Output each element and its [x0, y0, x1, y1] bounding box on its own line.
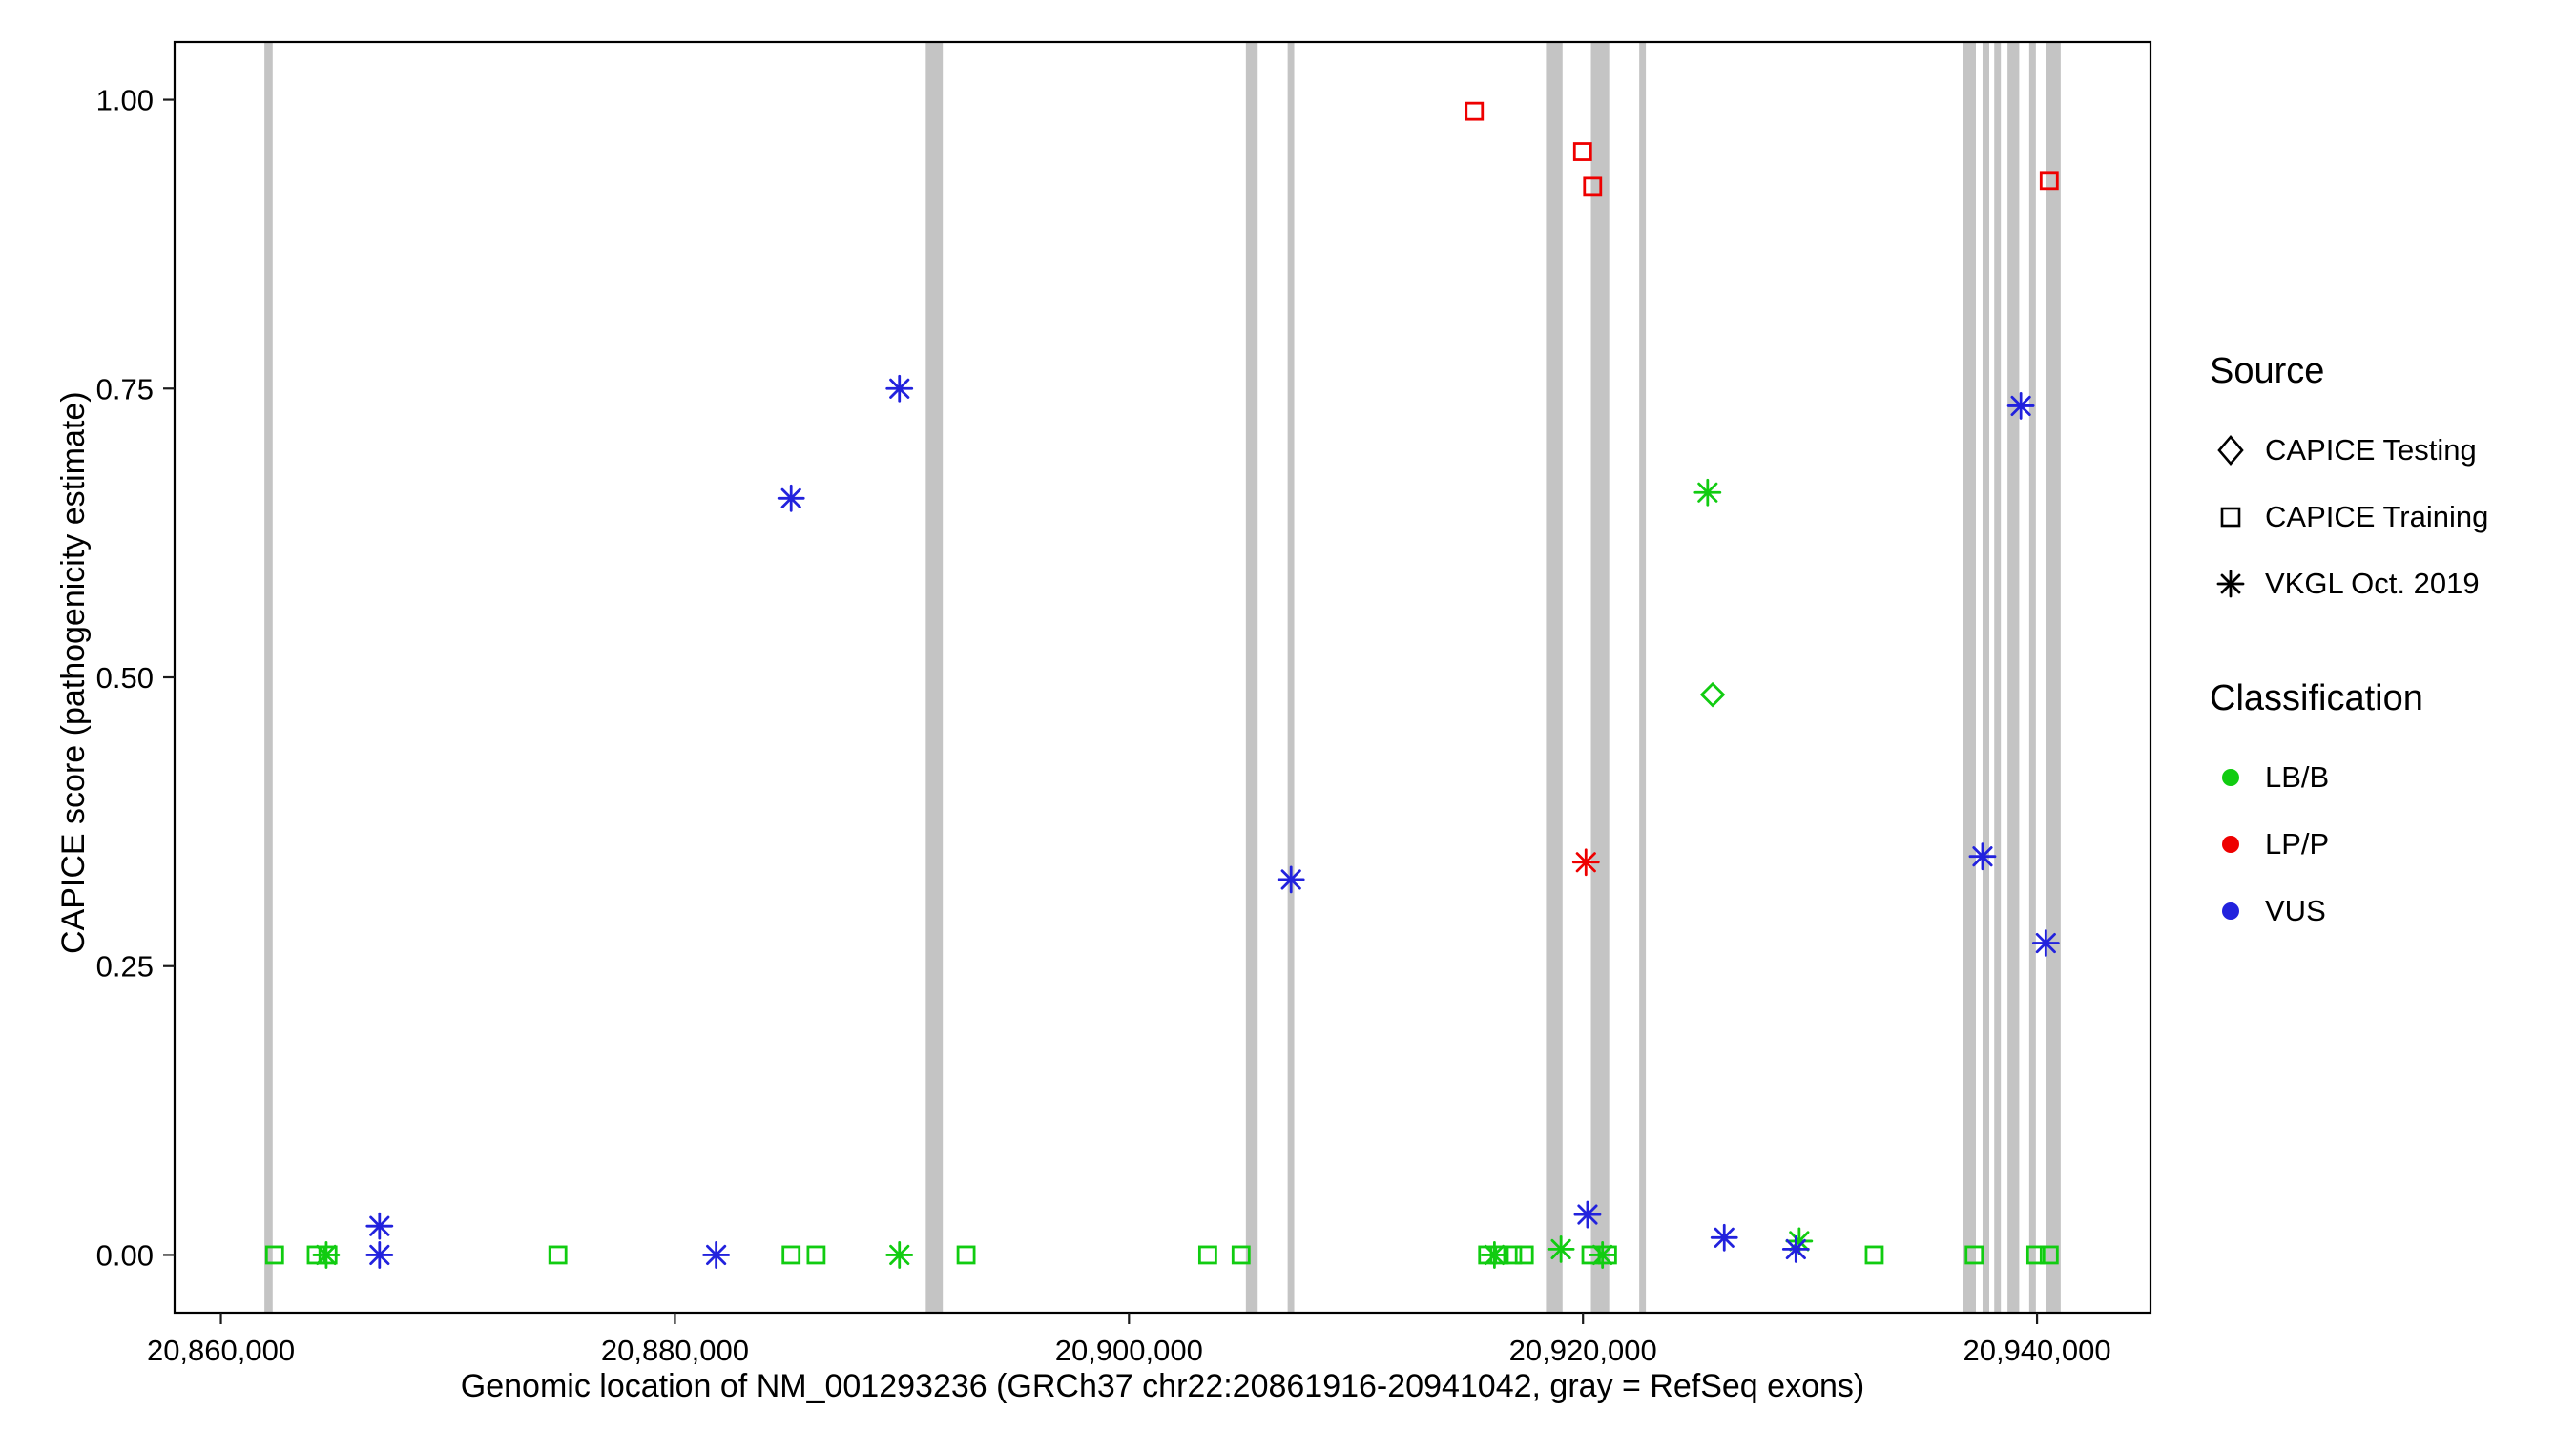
- x-tick-label: 20,920,000: [1509, 1334, 1657, 1367]
- data-point: [1964, 1245, 1984, 1265]
- data-point: [1572, 142, 1592, 161]
- exon-bar: [1982, 42, 1989, 1313]
- data-point: [1972, 846, 1993, 867]
- data-point: [1583, 176, 1603, 197]
- data-point: [1697, 482, 1718, 503]
- exon-bar: [1245, 42, 1258, 1313]
- data-point: [806, 1245, 826, 1265]
- y-tick-label: 0.00: [96, 1238, 154, 1272]
- legend-label: VUS: [2265, 894, 2326, 927]
- data-point: [2039, 1245, 2059, 1265]
- legend-item-lbb: LB/B: [2210, 744, 2488, 811]
- exon-bar: [1639, 42, 1647, 1313]
- data-point: [264, 1245, 284, 1265]
- diamond-icon: [2217, 435, 2244, 466]
- legend-classification-title: Classification: [2210, 678, 2423, 718]
- legend-label: CAPICE Testing: [2265, 433, 2477, 467]
- data-point: [2010, 395, 2031, 417]
- data-point: [1465, 101, 1485, 121]
- exon-bar: [1994, 42, 2002, 1313]
- x-tick-label: 20,880,000: [601, 1334, 749, 1367]
- data-point: [1280, 869, 1301, 890]
- data-point: [1577, 1204, 1598, 1225]
- data-point: [706, 1244, 727, 1266]
- y-tick-label: 1.00: [96, 84, 154, 117]
- data-point: [1514, 1245, 1534, 1265]
- data-point: [1197, 1245, 1217, 1265]
- y-axis-title: CAPICE score (pathogenicity estimate): [55, 391, 92, 954]
- legend-item-capice-testing: CAPICE Testing: [2210, 417, 2488, 484]
- data-point: [2039, 171, 2059, 191]
- legend-source-title: Source: [2210, 351, 2325, 391]
- legend-classification: Classification LB/B LP/P VUS: [2210, 678, 2488, 944]
- legend: Source CAPICE Testing CAPICE Training: [2210, 351, 2488, 1006]
- legend-source: Source CAPICE Testing CAPICE Training: [2210, 351, 2488, 617]
- legend-label: LB/B: [2265, 760, 2330, 794]
- exon-bar: [2028, 42, 2036, 1313]
- data-point: [548, 1245, 568, 1265]
- exon-bar: [1963, 42, 1976, 1313]
- asterisk-icon: [2216, 570, 2245, 598]
- legend-item-capice-training: CAPICE Training: [2210, 484, 2488, 550]
- data-point: [1231, 1245, 1251, 1265]
- data-point: [1592, 1244, 1613, 1266]
- x-tick-label: 20,860,000: [147, 1334, 295, 1367]
- x-tick-label: 20,900,000: [1055, 1334, 1203, 1367]
- x-axis-title: Genomic location of NM_001293236 (GRCh37…: [460, 1368, 1865, 1404]
- data-point: [1864, 1245, 1884, 1265]
- exon-bar: [925, 42, 944, 1313]
- legend-item-lpp: LP/P: [2210, 811, 2488, 878]
- data-point: [369, 1215, 390, 1236]
- chart-svg: 20,860,000 20,880,000 20,900,000 20,920,000…: [96, 40, 2152, 1367]
- data-point: [1699, 681, 1726, 708]
- legend-item-vus: VUS: [2210, 878, 2488, 944]
- y-tick-label: 0.25: [96, 950, 154, 984]
- circle-icon: [2222, 902, 2239, 920]
- data-point: [369, 1244, 390, 1266]
- y-tick-label: 0.75: [96, 372, 154, 405]
- plot-panel-border: [173, 40, 2152, 1315]
- data-point: [1714, 1227, 1735, 1248]
- exon-bar: [1590, 42, 1610, 1313]
- data-point: [780, 487, 801, 508]
- y-tick-label: 0.50: [96, 661, 154, 695]
- data-point: [781, 1245, 801, 1265]
- exon-bar: [2007, 42, 2020, 1313]
- data-point: [889, 1244, 910, 1266]
- exon-bar: [264, 42, 273, 1313]
- data-point: [316, 1244, 337, 1266]
- data-point: [1785, 1238, 1806, 1259]
- legend-label: CAPICE Training: [2265, 500, 2489, 533]
- exon-bar: [1546, 42, 1563, 1313]
- square-icon: [2220, 507, 2241, 528]
- data-point: [889, 378, 910, 399]
- data-point: [956, 1245, 976, 1265]
- legend-label: VKGL Oct. 2019: [2265, 567, 2480, 600]
- circle-icon: [2222, 769, 2239, 786]
- data-point: [1575, 852, 1596, 873]
- data-point: [1484, 1244, 1505, 1266]
- legend-item-vkgl: VKGL Oct. 2019: [2210, 550, 2488, 617]
- circle-icon: [2222, 836, 2239, 853]
- data-point: [1550, 1238, 1571, 1259]
- data-point: [2025, 1245, 2046, 1265]
- exon-bar: [1287, 42, 1295, 1313]
- legend-label: LP/P: [2265, 827, 2330, 861]
- data-point: [2035, 932, 2056, 954]
- x-tick-label: 20,940,000: [1963, 1334, 2110, 1367]
- exon-bar: [2046, 42, 2061, 1313]
